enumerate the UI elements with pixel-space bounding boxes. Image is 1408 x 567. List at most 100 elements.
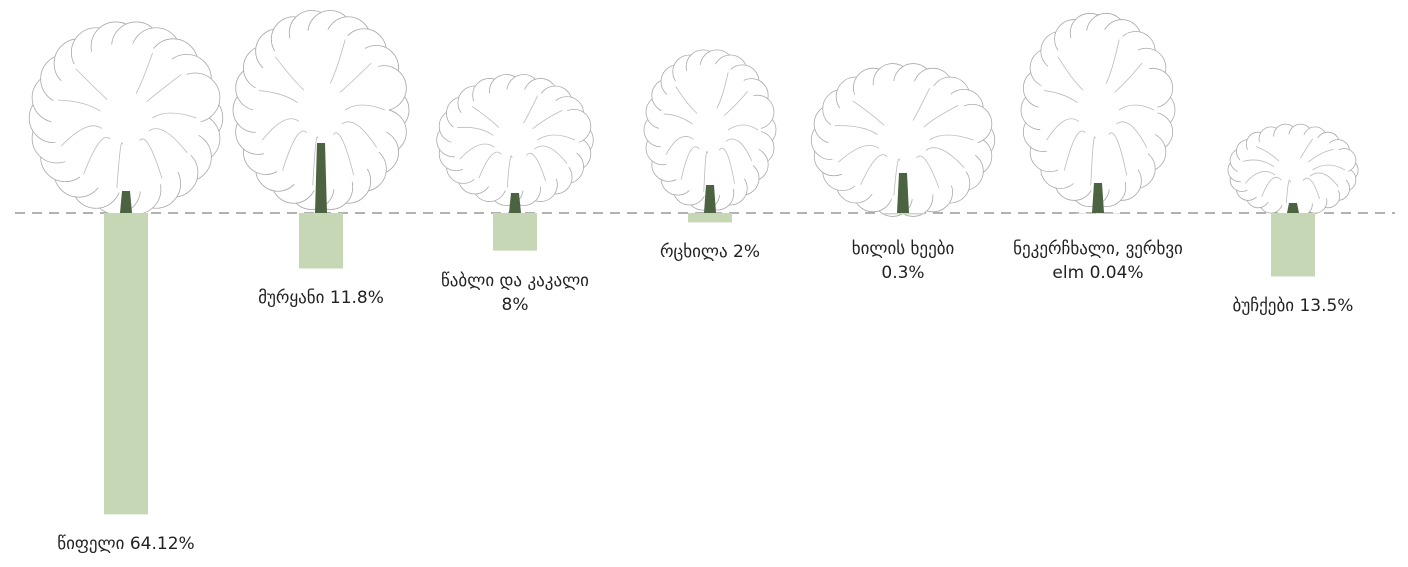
tree-branch bbox=[1261, 176, 1282, 197]
tree-branch bbox=[1090, 136, 1096, 186]
tree-crown bbox=[51, 43, 201, 193]
value-label: 2% bbox=[733, 242, 761, 263]
tree-trunk bbox=[509, 193, 521, 213]
tree-branch bbox=[116, 142, 123, 188]
tree-branch bbox=[1309, 172, 1339, 187]
tree-branch bbox=[1255, 146, 1280, 162]
tree-branch bbox=[75, 68, 108, 100]
value-label: 13.5% bbox=[1299, 296, 1354, 317]
tree-branch bbox=[680, 146, 700, 180]
tree-branch bbox=[332, 132, 355, 176]
tree-trunk bbox=[704, 185, 716, 213]
bar bbox=[299, 213, 343, 269]
tree-branch bbox=[1308, 148, 1334, 163]
tree-trunk bbox=[897, 173, 909, 213]
tree-branch bbox=[1302, 177, 1320, 199]
category-label: ბუჩქები bbox=[1232, 296, 1295, 317]
value-label: 8% bbox=[501, 294, 529, 315]
tree-branch bbox=[675, 86, 698, 114]
tree-branch bbox=[852, 100, 885, 126]
tree-branch bbox=[139, 138, 163, 179]
tree-branch bbox=[1057, 56, 1084, 91]
tree-trunk bbox=[1092, 183, 1104, 213]
tree-crown bbox=[1038, 29, 1158, 191]
tree-illustration bbox=[810, 63, 996, 217]
tree-branch bbox=[135, 52, 153, 94]
tree-branch bbox=[259, 90, 299, 104]
tree-branch bbox=[146, 74, 182, 102]
tree-illustration bbox=[1227, 123, 1359, 217]
tree-illustration bbox=[232, 10, 410, 213]
tree-branch bbox=[506, 155, 513, 188]
tree-trunk bbox=[315, 143, 327, 213]
bar bbox=[688, 213, 732, 223]
tree-branch bbox=[152, 112, 197, 119]
bar bbox=[1076, 213, 1120, 214]
tree-branch bbox=[703, 151, 709, 192]
category-label: რცხილა bbox=[659, 242, 728, 263]
category-label: მურყანი bbox=[258, 288, 325, 309]
tree-branch bbox=[459, 143, 495, 160]
tree-branch bbox=[261, 118, 300, 141]
bar-label: მურყანი 11.8% bbox=[211, 286, 431, 310]
tree-branch bbox=[1105, 39, 1120, 84]
tree-branch bbox=[929, 134, 974, 141]
tree-branch bbox=[1114, 62, 1143, 93]
tree-branch bbox=[534, 145, 568, 164]
tree-branch bbox=[61, 125, 103, 147]
tree-branch bbox=[532, 109, 563, 130]
tree-branch bbox=[148, 128, 188, 154]
tree-branch bbox=[471, 106, 500, 128]
tree-branch bbox=[329, 39, 346, 84]
category-label: ნეკერჩხალი, ვერხვი elm bbox=[1013, 239, 1183, 283]
tree-branch bbox=[665, 136, 694, 155]
value-label: 11.8% bbox=[329, 288, 384, 309]
tree-branch bbox=[1300, 138, 1313, 159]
tree-branch bbox=[478, 151, 502, 179]
tree-branch bbox=[727, 124, 759, 131]
tree-branch bbox=[339, 62, 372, 93]
tree-branch bbox=[83, 137, 111, 175]
bar-label: ნეკერჩხალი, ვერხვი elm 0.04% bbox=[1008, 237, 1188, 285]
tree-branch bbox=[1312, 164, 1346, 171]
tree-branch bbox=[925, 147, 965, 168]
tree-branch bbox=[282, 130, 307, 171]
tree-branch bbox=[341, 121, 377, 148]
tree-branch bbox=[1118, 104, 1155, 111]
tree-branch bbox=[716, 72, 729, 109]
tree-branch bbox=[1063, 130, 1086, 171]
category-label: წიფელი bbox=[57, 534, 125, 555]
tree-branch bbox=[274, 56, 305, 91]
bar-label: წიფელი 64.12% bbox=[11, 532, 241, 556]
tree-illustration bbox=[1020, 12, 1176, 213]
tree-branch bbox=[312, 136, 319, 186]
bar-label: ხილის ხეები 0.3% bbox=[833, 237, 973, 285]
tree-branch bbox=[718, 148, 735, 184]
tree-trunk bbox=[1287, 203, 1299, 213]
bar-label: რცხილა 2% bbox=[610, 240, 810, 264]
tree-branch bbox=[1242, 159, 1275, 168]
bar-label: ბუჩქები 13.5% bbox=[1193, 294, 1393, 318]
tree-branch bbox=[1043, 90, 1078, 104]
tree-branch bbox=[1116, 121, 1148, 148]
tree-branch bbox=[537, 134, 576, 141]
tree-branch bbox=[838, 145, 880, 163]
bar bbox=[881, 213, 925, 215]
tree-illustration bbox=[643, 49, 777, 213]
tree-branch bbox=[456, 126, 494, 136]
tree-crown bbox=[253, 29, 389, 191]
category-label: ხილის ხეები bbox=[851, 239, 955, 259]
value-label: 64.12% bbox=[129, 534, 195, 555]
tree-branch bbox=[1108, 132, 1128, 176]
bar-label: წაბლი და კაკალი 8% bbox=[440, 269, 590, 317]
tree-branch bbox=[912, 87, 930, 121]
tree-branch bbox=[860, 154, 888, 185]
tree-branch bbox=[1046, 118, 1079, 141]
tree-illustration bbox=[436, 74, 594, 213]
tree-branch bbox=[923, 105, 959, 128]
tree-branch bbox=[57, 99, 101, 112]
tree-branch bbox=[663, 113, 693, 125]
bar bbox=[1271, 213, 1315, 277]
